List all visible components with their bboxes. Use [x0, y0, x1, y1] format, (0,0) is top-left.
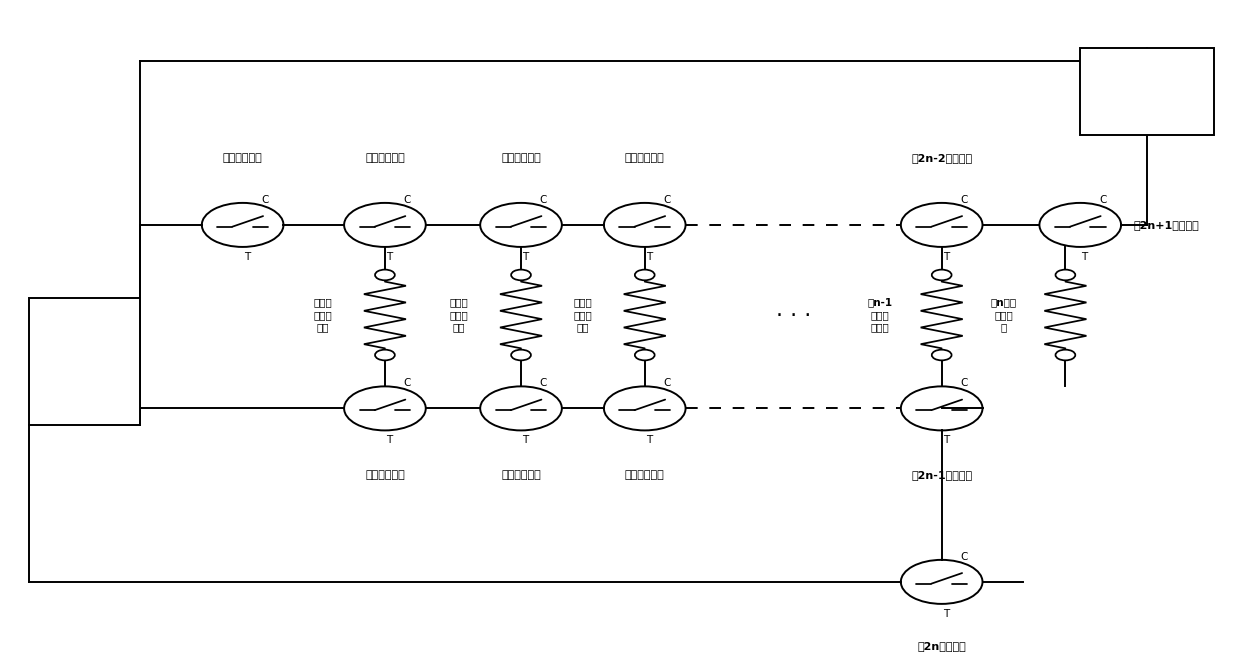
Circle shape — [1055, 269, 1075, 280]
Text: C: C — [262, 194, 269, 204]
FancyBboxPatch shape — [1080, 48, 1214, 135]
Text: 第2n程控开关: 第2n程控开关 — [918, 641, 966, 651]
Text: C: C — [961, 378, 968, 388]
Text: C: C — [663, 194, 671, 204]
Text: C: C — [539, 194, 547, 204]
Text: T: T — [386, 252, 392, 262]
Circle shape — [635, 269, 655, 280]
Text: C: C — [404, 194, 412, 204]
Circle shape — [1055, 350, 1075, 360]
Text: T: T — [646, 436, 652, 446]
Circle shape — [635, 350, 655, 360]
Text: T: T — [386, 436, 392, 446]
Text: C: C — [663, 378, 671, 388]
Circle shape — [931, 269, 951, 280]
Text: 第五程控开关: 第五程控开关 — [501, 470, 541, 480]
FancyBboxPatch shape — [29, 298, 140, 425]
Circle shape — [374, 269, 394, 280]
Text: 第四程控开关: 第四程控开关 — [501, 153, 541, 163]
Circle shape — [374, 350, 394, 360]
Text: T: T — [243, 252, 249, 262]
Circle shape — [931, 350, 951, 360]
Text: 第三线
圈等效
电阙: 第三线 圈等效 电阙 — [574, 297, 593, 332]
Text: T: T — [942, 609, 949, 619]
Text: 第2n-1程控开关: 第2n-1程控开关 — [911, 470, 972, 480]
Text: T: T — [522, 252, 528, 262]
Text: C: C — [404, 378, 412, 388]
Text: T: T — [646, 252, 652, 262]
Text: 磁共振发
射机3: 磁共振发 射机3 — [68, 346, 100, 377]
Circle shape — [511, 350, 531, 360]
Text: 磁共振接
收机 4: 磁共振接 收机 4 — [1131, 76, 1163, 107]
Text: 第一程控开关: 第一程控开关 — [223, 153, 263, 163]
Text: C: C — [961, 194, 968, 204]
Text: · · ·: · · · — [775, 306, 811, 326]
Text: 第七程控开关: 第七程控开关 — [625, 470, 665, 480]
Circle shape — [511, 269, 531, 280]
Text: T: T — [942, 252, 949, 262]
Text: T: T — [1081, 252, 1087, 262]
Text: 第n-1
线圈等
效电阙: 第n-1 线圈等 效电阙 — [867, 297, 893, 332]
Text: 第n线圈
等效电
阙: 第n线圈 等效电 阙 — [991, 297, 1017, 332]
Text: C: C — [961, 551, 968, 561]
Text: 第三程控开关: 第三程控开关 — [365, 470, 404, 480]
Text: C: C — [1099, 194, 1106, 204]
Text: T: T — [942, 436, 949, 446]
Text: 第2n+1程控开关: 第2n+1程控开关 — [1133, 220, 1199, 230]
Text: 第2n-2程控开关: 第2n-2程控开关 — [911, 153, 972, 163]
Text: 第六程控开关: 第六程控开关 — [625, 153, 665, 163]
Text: 第二程控开关: 第二程控开关 — [365, 153, 404, 163]
Text: 第一线
圈等效
电阙: 第一线 圈等效 电阙 — [314, 297, 332, 332]
Text: C: C — [539, 378, 547, 388]
Text: 第二线
圈等效
电阙: 第二线 圈等效 电阙 — [450, 297, 469, 332]
Text: T: T — [522, 436, 528, 446]
